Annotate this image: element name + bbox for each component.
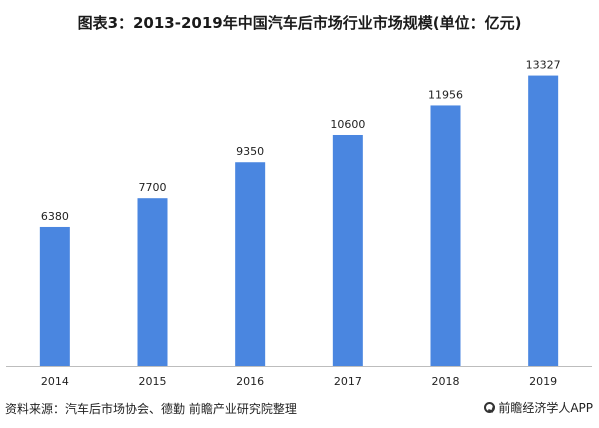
bar-2018 [430, 105, 461, 367]
bar-2019 [528, 75, 559, 367]
bar-2014 [39, 226, 70, 366]
data-label: 13327 [526, 59, 561, 72]
x-tick-label: 2015 [139, 375, 167, 388]
bar-2016 [235, 162, 266, 366]
bar-2015 [137, 198, 168, 366]
source-note: 资料来源：汽车后市场协会、德勤 前瞻产业研究院整理 [5, 402, 297, 416]
x-tick-label: 2018 [432, 375, 460, 388]
brand-label: 前瞻经济学人APP [498, 401, 593, 415]
x-tick-label: 2016 [236, 375, 264, 388]
data-label: 10600 [330, 118, 365, 131]
brand-logo-icon [484, 402, 496, 413]
data-label: 9350 [236, 145, 264, 158]
x-tick-label: 2017 [334, 375, 362, 388]
chart-title: 图表3：2013-2019年中国汽车后市场行业市场规模(单位：亿元) [77, 14, 522, 32]
data-label: 7700 [139, 181, 167, 194]
bar-2017 [332, 134, 363, 366]
data-label: 6380 [41, 210, 69, 223]
data-label: 11956 [428, 88, 463, 101]
x-tick-label: 2014 [41, 375, 69, 388]
x-tick-label: 2019 [529, 375, 557, 388]
brand-credit: 前瞻经济学人APP [484, 399, 593, 416]
